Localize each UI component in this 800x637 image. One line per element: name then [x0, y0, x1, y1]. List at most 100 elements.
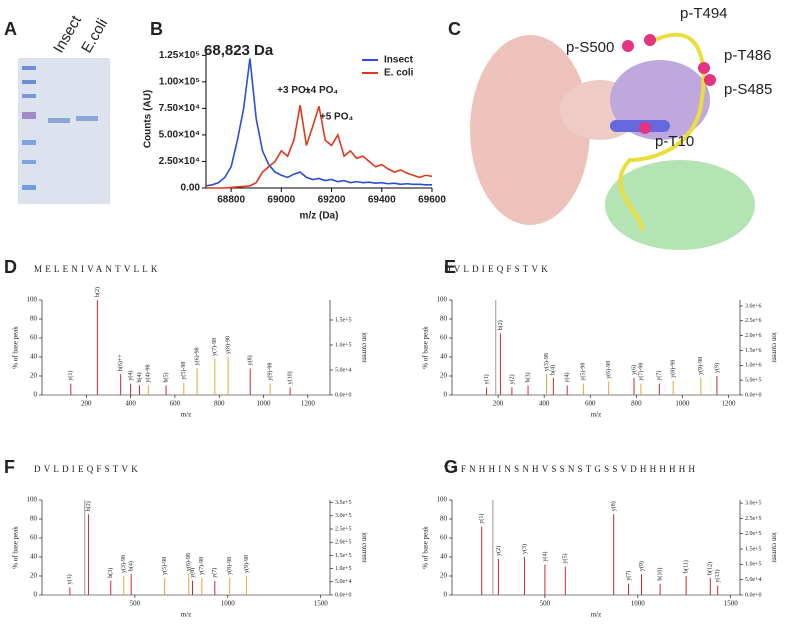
- y-axis-label: % of base peak: [12, 526, 20, 569]
- y2-tick-label: 1.5e+5: [745, 546, 762, 552]
- y-tick-label: 7.50×10⁴: [159, 103, 200, 114]
- y2-tick-label: 2.5e+5: [745, 516, 762, 522]
- legend-label: E. coli: [384, 68, 414, 79]
- gel: [18, 58, 110, 204]
- x-tick-label: 1500: [724, 600, 739, 608]
- y-axis-label: % of base peak: [12, 326, 20, 369]
- peak-label: y(2): [508, 374, 515, 384]
- panel-label: F: [4, 457, 15, 477]
- peak-label: y(7)-98: [211, 338, 218, 356]
- peak-label: y(1): [483, 374, 490, 384]
- y2-tick-label: 3.0e+5: [745, 500, 762, 506]
- y-tick-label: 60: [30, 534, 38, 542]
- peak-label: y(7)-98: [637, 363, 644, 381]
- x-tick-label: 69400: [368, 195, 396, 206]
- y-tick-label: 40: [440, 353, 448, 361]
- y-tick-label: 100: [437, 296, 448, 304]
- y2-tick-label: 0.0e+0: [745, 392, 762, 398]
- peak-label: y(3)-98: [120, 555, 127, 573]
- y-tick-label: 40: [30, 353, 38, 361]
- annotation: +3 PO₄: [277, 85, 311, 96]
- peak-label: b(11): [682, 560, 689, 573]
- peak-label: y(8)-98: [224, 336, 231, 354]
- peak-label: y(1): [67, 371, 74, 381]
- y-tick-label: 5.00×10⁴: [159, 130, 200, 141]
- y2-tick-label: 1.0e+5: [335, 566, 352, 572]
- peak-label: y(8)-98: [226, 557, 233, 575]
- y-tick-label: 0: [444, 591, 448, 599]
- annotation: +5 PO₄: [320, 112, 354, 123]
- peak-label: y(6)-98: [185, 553, 192, 571]
- y2-tick-label: 0.0e+0: [335, 592, 352, 598]
- x-tick-label: 69200: [318, 195, 346, 206]
- peak-label: y(5)-98: [161, 557, 168, 575]
- peak-label: y(7): [656, 371, 663, 381]
- x-axis-label: m/z: [591, 411, 602, 419]
- y-tick-label: 0: [444, 391, 448, 399]
- x-tick-label: 1000: [631, 600, 646, 608]
- x-tick-label: 68800: [217, 195, 245, 206]
- y2-axis-label: ion current: [770, 532, 778, 563]
- y2-tick-label: 3.0e+5: [335, 513, 352, 519]
- y2-axis-label: ion current: [360, 332, 368, 363]
- x-tick-label: 1000: [675, 400, 690, 408]
- peak-label: y(8)-98: [670, 360, 677, 378]
- x-axis-label: m/z: [591, 611, 602, 619]
- peak-label: y(8): [610, 501, 617, 511]
- y-tick-label: 1.25×10⁵: [159, 50, 200, 61]
- y-tick-label: 80: [30, 315, 38, 323]
- x-tick-label: 500: [540, 600, 551, 608]
- y2-tick-label: 2.5e+5: [335, 526, 352, 532]
- peak-label: y(1): [66, 574, 73, 584]
- peak-label: y(10): [286, 371, 293, 384]
- y2-tick-label: 5.0e+4: [745, 577, 762, 583]
- y-tick-label: 0.00: [181, 183, 201, 194]
- panel-label: D: [4, 257, 17, 277]
- peak-label: y(4)-98: [145, 365, 152, 383]
- y2-tick-label: 2.5e+6: [745, 318, 762, 324]
- y-tick-label: 100: [27, 496, 38, 504]
- y2-tick-label: 2.0e+5: [745, 531, 762, 537]
- y2-tick-label: 5.0e+5: [745, 378, 762, 384]
- panel-label: G: [444, 457, 458, 477]
- peak-label: b(4): [550, 365, 557, 375]
- peak-label: y(7): [625, 571, 632, 581]
- y-tick-label: 60: [30, 334, 38, 342]
- peak-label: b(2): [85, 501, 92, 511]
- peak-label: y(3)-98: [543, 353, 550, 371]
- protein-structure: [470, 32, 755, 250]
- peptide-sequence: TSFNHHINSNHVSSNSTGSSVDHHHHHH: [444, 464, 698, 474]
- peak-label: b(12): [707, 562, 714, 575]
- x-tick-label: 600: [170, 400, 181, 408]
- peak-label: y(9)-98: [267, 363, 274, 381]
- peptide-sequence: DVLDIEQFSTVK: [34, 464, 141, 474]
- x-tick-label: 800: [214, 400, 225, 408]
- y-tick-label: 0: [34, 391, 38, 399]
- site-label: p-T494: [680, 5, 728, 22]
- legend-label: Insect: [384, 55, 414, 66]
- y-tick-label: 0: [34, 591, 38, 599]
- x-tick-label: 1500: [314, 600, 329, 608]
- annotation: 68,823 Da: [204, 42, 274, 59]
- y-tick-label: 20: [30, 572, 38, 580]
- peak-label: y(1): [478, 514, 485, 524]
- peak-label: y(4): [541, 552, 548, 562]
- panel-label: C: [448, 19, 461, 39]
- site-label: p-T486: [724, 47, 772, 64]
- peak-label: b(6)++: [117, 354, 124, 371]
- y2-tick-label: 0.0e+0: [335, 392, 352, 398]
- x-tick-label: 69600: [418, 195, 446, 206]
- peak-label: y(5)-98: [580, 363, 587, 381]
- y2-tick-label: 1.5e+6: [745, 348, 762, 354]
- x-tick-label: 1200: [721, 400, 736, 408]
- peak-label: y(13): [714, 570, 721, 583]
- x-tick-label: 1000: [221, 600, 236, 608]
- peptide-sequence: DVLDIEQFSTVK: [444, 264, 551, 274]
- y-axis-label: % of base peak: [422, 326, 430, 369]
- y2-tick-label: 2.0e+5: [335, 540, 352, 546]
- peak-label: y(4): [564, 373, 571, 383]
- peptide-sequence: MELENIVANTVLLK: [34, 264, 161, 274]
- x-tick-label: 1200: [301, 400, 316, 408]
- y2-tick-label: 1.0e+5: [745, 562, 762, 568]
